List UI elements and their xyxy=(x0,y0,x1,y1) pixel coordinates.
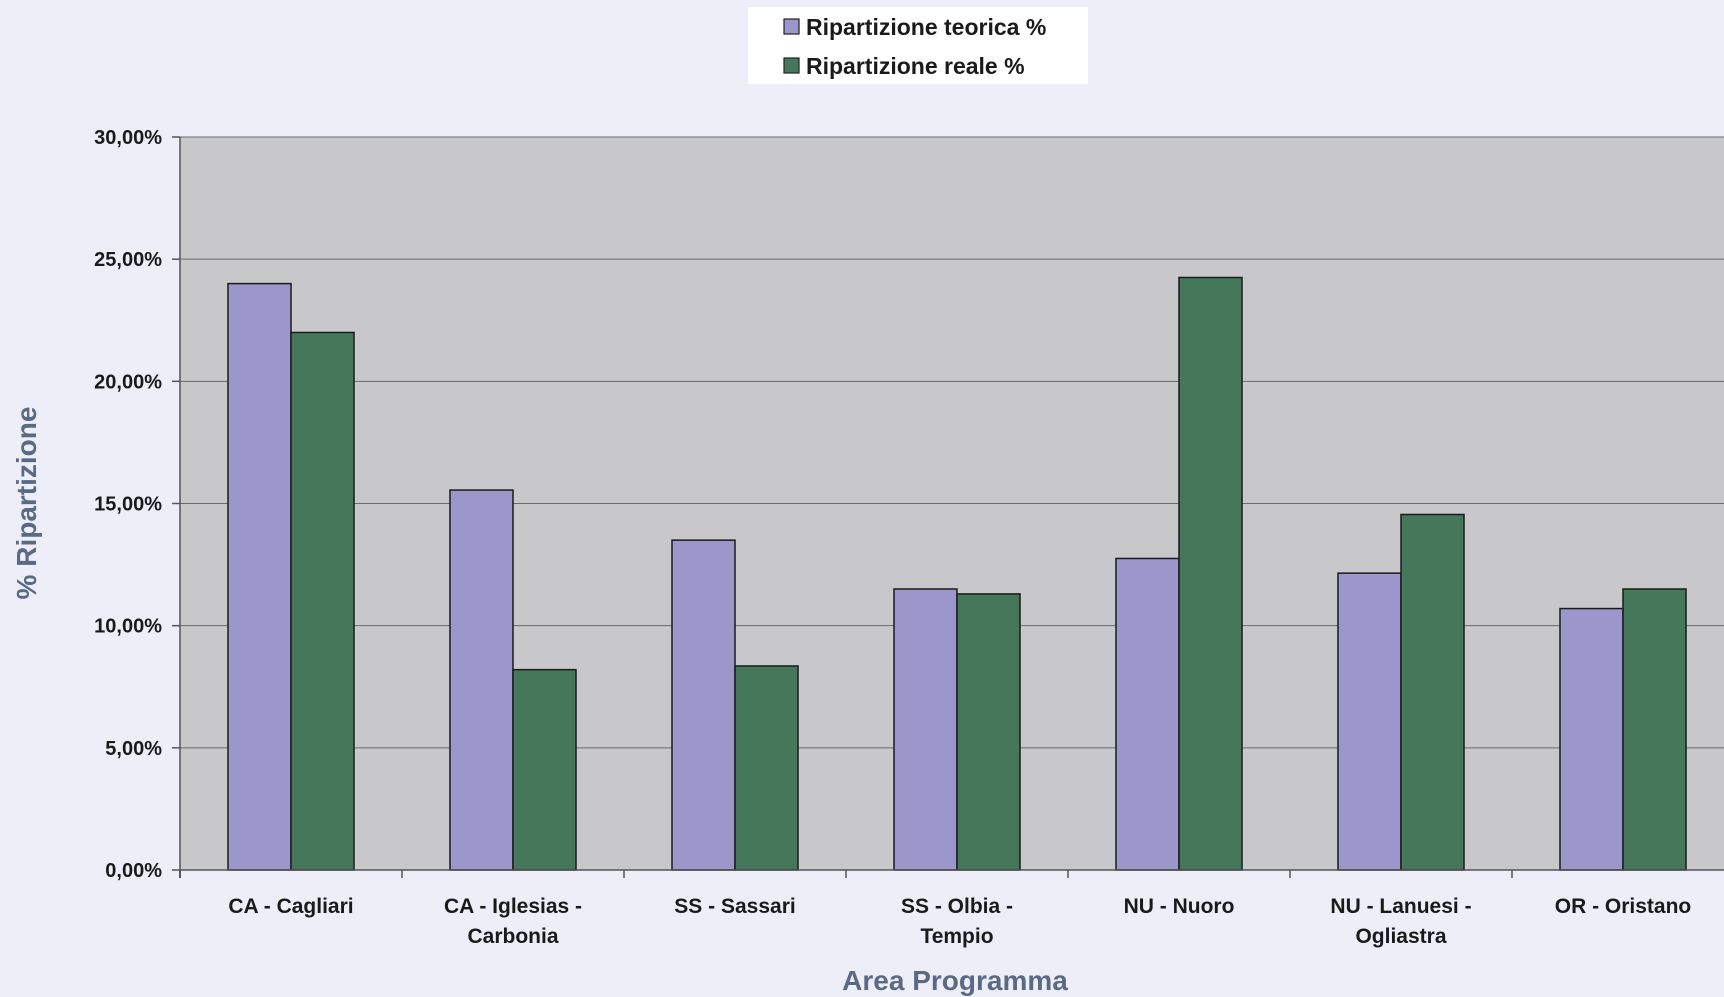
x-tick-label: CA - Cagliari xyxy=(228,895,353,918)
bar-reale xyxy=(512,668,577,871)
y-tick-label: 5,00% xyxy=(105,738,162,760)
bar-teorica xyxy=(1115,557,1180,871)
legend-label-teorica: Ripartizione teorica % xyxy=(806,14,1046,40)
y-tick-labels: 0,00% 5,00% 10,00% 15,00% 20,00% 25,00% 30,00% xyxy=(94,127,180,882)
bar-reale xyxy=(956,593,1021,871)
y-tick-label: 0,00% xyxy=(105,860,162,882)
x-tick-label: NU - Lanuesi -Ogliastra xyxy=(1330,895,1471,948)
y-tick-label: 20,00% xyxy=(94,371,162,393)
legend-label-reale: Ripartizione reale % xyxy=(806,53,1025,79)
x-tick-label: SS - Sassari xyxy=(674,895,795,918)
y-tick-label: 30,00% xyxy=(94,127,162,149)
y-tick-label: 15,00% xyxy=(94,494,162,516)
y-tick-label: 25,00% xyxy=(94,249,162,271)
x-axis-title: Area Programma xyxy=(842,965,1068,996)
bar-teorica xyxy=(449,489,514,871)
bar-teorica xyxy=(1559,607,1624,871)
bar-reale xyxy=(290,331,355,871)
x-tick-label: OR - Oristano xyxy=(1555,895,1692,918)
bar-reale xyxy=(1400,513,1465,871)
legend-swatch-reale xyxy=(783,57,800,74)
bar-teorica xyxy=(671,539,736,871)
bar-reale xyxy=(734,665,799,871)
bar-reale xyxy=(1178,276,1243,871)
legend-swatch-teorica xyxy=(783,18,800,35)
legend-box xyxy=(748,7,1088,84)
bar-reale xyxy=(1622,588,1687,871)
bar-teorica xyxy=(893,588,958,871)
x-tick-label: NU - Nuoro xyxy=(1124,895,1235,918)
bar-teorica xyxy=(227,282,292,871)
x-tick-label: CA - Iglesias -Carbonia xyxy=(444,895,582,948)
x-tick-label: SS - Olbia -Tempio xyxy=(901,895,1013,948)
bar-teorica xyxy=(1337,572,1402,871)
y-axis-title: % Ripartizione xyxy=(11,407,42,600)
bars xyxy=(227,276,1687,871)
y-tick-label: 10,00% xyxy=(94,616,162,638)
legend: Ripartizione teorica % Ripartizione real… xyxy=(748,7,1088,84)
x-tick-labels: CA - Cagliari CA - Iglesias -Carbonia SS -… xyxy=(179,870,1692,948)
